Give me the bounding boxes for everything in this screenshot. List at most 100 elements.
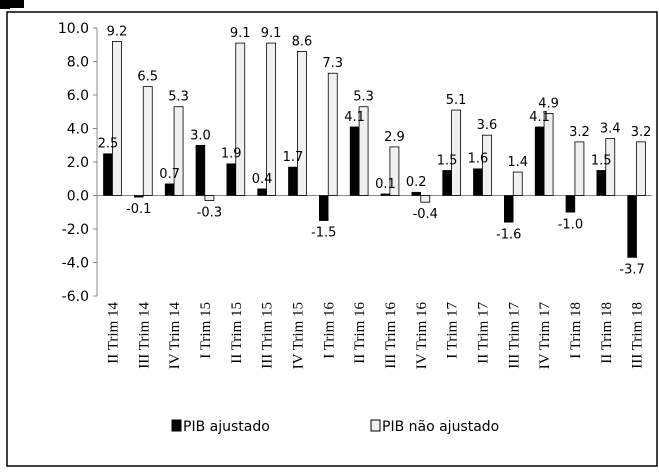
data-label: 5.1	[446, 93, 467, 108]
x-tick-label: IV Trim 16	[414, 302, 430, 370]
data-label: 9.1	[261, 26, 282, 41]
data-labels-group: 2.5 9.2 -0.1 6.5 0.7 5.3 3.0 -0.3 1.9 9.1 0.4 9.1 1.…	[98, 24, 652, 277]
data-label: 1.7	[283, 150, 304, 165]
data-label: 0.1	[375, 177, 396, 192]
data-label: 1.5	[591, 153, 612, 168]
x-tick-label: II Trim 18	[599, 302, 615, 364]
data-label: 3.2	[569, 125, 590, 140]
legend-label-pib-ajustado: PIB ajustado	[183, 419, 270, 435]
data-label: 9.1	[230, 26, 251, 41]
data-label: 7.3	[322, 56, 343, 71]
x-tick-label: III Trim 17	[506, 302, 522, 369]
data-label: 2.9	[384, 130, 405, 145]
bar-pib-nao-ajustado	[543, 113, 554, 196]
bar-pib-nao-ajustado	[204, 195, 215, 201]
data-label: -3.7	[619, 262, 644, 277]
data-label: 9.2	[107, 24, 128, 39]
bar-pib-ajustado	[257, 188, 267, 196]
bar-pib-nao-ajustado	[173, 106, 184, 196]
x-tick-label: III Trim 15	[260, 302, 276, 369]
bar-pib-ajustado	[288, 166, 298, 196]
bar-pib-nao-ajustado	[389, 146, 400, 196]
bar-pib-ajustado	[534, 126, 545, 196]
data-label: 4.1	[344, 110, 365, 125]
bar-pib-ajustado	[195, 145, 206, 196]
data-label: 1.4	[507, 155, 528, 170]
y-tick-label: 8.0	[67, 55, 89, 71]
bar-pib-ajustado	[319, 195, 329, 221]
data-label: 8.6	[292, 34, 313, 49]
bar-pib-ajustado	[565, 195, 576, 213]
x-tick-label: I Trim 17	[445, 302, 461, 359]
header-mark-2	[10, 0, 24, 8]
legend-swatch-pib-ajustado	[171, 419, 182, 432]
y-tick-label: 4.0	[67, 122, 89, 138]
legend-swatch-pib-nao-ajustado	[370, 419, 381, 432]
y-tick-label: -6.0	[62, 289, 89, 305]
bar-pib-nao-ajustado	[327, 72, 338, 196]
data-label: 3.6	[477, 118, 498, 133]
data-label: 4.9	[538, 96, 559, 111]
data-label: 1.5	[437, 153, 458, 168]
y-tick-label: -4.0	[62, 256, 89, 272]
data-label: 0.7	[159, 167, 180, 182]
data-label: 3.4	[600, 122, 621, 137]
y-tick-label: -2.0	[62, 222, 89, 238]
data-label: 6.5	[137, 70, 158, 85]
bar-pib-ajustado	[134, 195, 144, 198]
bars-group	[103, 41, 646, 258]
y-tick-label: 2.0	[67, 155, 89, 171]
x-tick-label: IV Trim 15	[290, 302, 306, 369]
bar-pib-ajustado	[411, 191, 421, 196]
data-label: 0.4	[252, 172, 273, 187]
bar-pib-nao-ajustado	[451, 109, 461, 196]
bar-pib-nao-ajustado	[112, 41, 122, 196]
bar-pib-nao-ajustado	[605, 138, 616, 196]
bar-pib-nao-ajustado	[358, 106, 369, 196]
x-tick-label: III Trim 14	[136, 302, 152, 369]
x-tick-label: I Trim 15	[198, 302, 214, 359]
bar-pib-nao-ajustado	[482, 134, 492, 196]
data-label: -0.1	[126, 202, 151, 217]
data-label: -1.6	[496, 227, 521, 242]
legend-label-pib-nao-ajustado: PIB não ajustado	[382, 419, 499, 435]
x-tick-label: III Trim 18	[630, 302, 646, 369]
x-tick-label: I Trim 18	[568, 302, 584, 359]
y-tick-label: 0.0	[67, 189, 89, 205]
x-tick-label: IV Trim 17	[537, 302, 553, 370]
data-label: 5.3	[168, 90, 189, 105]
bar-pib-ajustado	[596, 170, 606, 196]
bar-pib-ajustado	[349, 126, 360, 196]
bar-pib-nao-ajustado	[420, 195, 431, 203]
bar-pib-nao-ajustado	[266, 42, 276, 196]
bar-pib-nao-ajustado	[297, 51, 307, 196]
data-label: -1.0	[558, 217, 583, 232]
bar-pib-ajustado	[103, 153, 113, 196]
bar-pib-ajustado	[627, 195, 637, 258]
bar-pib-nao-ajustado	[512, 171, 523, 196]
data-label: 2.5	[98, 137, 119, 152]
x-tick-label: II Trim 17	[475, 302, 491, 364]
x-tick-label: II Trim 14	[105, 302, 121, 364]
bar-pib-nao-ajustado	[142, 86, 153, 196]
x-tick-label: III Trim 16	[383, 302, 399, 369]
x-tick-label: I Trim 16	[321, 302, 337, 359]
x-tick-labels-group: II Trim 14 III Trim 14 IV Trim 14 I Trim 15…	[105, 302, 645, 370]
data-label: 4.1	[529, 110, 550, 125]
y-tick-label: 6.0	[67, 88, 89, 104]
bar-pib-ajustado	[164, 183, 175, 196]
x-tick-label: IV Trim 14	[167, 302, 183, 370]
bar-pib-ajustado	[473, 168, 483, 196]
data-label: 3.0	[190, 128, 211, 143]
bar-pib-ajustado	[504, 195, 514, 223]
legend: PIB ajustado PIB não ajustado	[171, 419, 499, 435]
data-label: 0.2	[406, 175, 427, 190]
data-label: -0.4	[413, 207, 438, 222]
bar-pib-nao-ajustado	[574, 141, 585, 196]
header-mark	[0, 0, 10, 9]
data-label: -0.3	[197, 206, 222, 221]
bar-pib-ajustado	[226, 163, 236, 196]
x-tick-label: II Trim 16	[352, 302, 368, 364]
